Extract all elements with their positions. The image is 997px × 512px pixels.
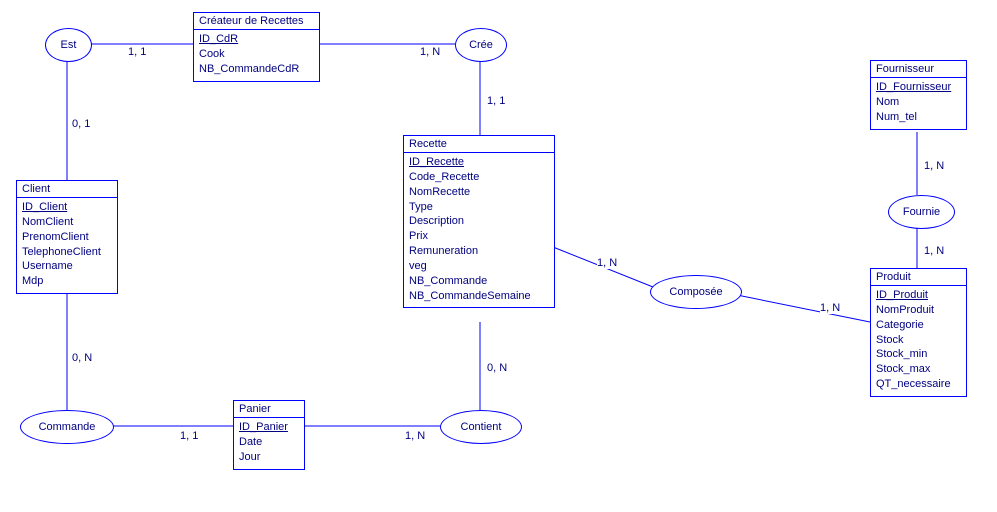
entity-attribute: NomProduit <box>876 303 961 318</box>
entity-body: ID_FournisseurNomNum_tel <box>871 78 966 129</box>
cardinality-label: 1, 1 <box>487 95 505 107</box>
relation-commande: Commande <box>20 410 114 444</box>
relation-label: Commande <box>39 421 96 433</box>
entity-attribute: veg <box>409 259 549 274</box>
erd-canvas: 1, 1 0, 1 1, N 1, 1 0, N 1, 1 1, N 0, N 1, N 1, N… <box>0 0 997 512</box>
entity-attribute: Stock <box>876 333 961 348</box>
entity-title: Créateur de Recettes <box>194 13 319 30</box>
relation-label: Contient <box>461 421 502 433</box>
entity-attribute: Nom <box>876 95 961 110</box>
cardinality-label: 1, N <box>420 46 440 58</box>
entity-attribute: Mdp <box>22 274 112 289</box>
cardinality-label: 1, 1 <box>128 46 146 58</box>
entity-body: ID_CdRCookNB_CommandeCdR <box>194 30 319 81</box>
entity-produit: ProduitID_ProduitNomProduitCategorieStoc… <box>870 268 967 397</box>
entity-attribute: Stock_min <box>876 347 961 362</box>
relation-est: Est <box>45 28 92 62</box>
relation-label: Crée <box>469 39 493 51</box>
entity-attribute: Cook <box>199 47 314 62</box>
entity-attribute: NB_Commande <box>409 274 549 289</box>
relation-composee: Composée <box>650 275 742 309</box>
cardinality-label: 1, N <box>597 257 617 269</box>
cardinality-label: 0, 1 <box>72 118 90 130</box>
entity-attribute: Remuneration <box>409 244 549 259</box>
entity-attribute: Username <box>22 259 112 274</box>
entity-client: ClientID_ClientNomClientPrenomClientTele… <box>16 180 118 294</box>
entity-body: ID_ProduitNomProduitCategorieStockStock_… <box>871 286 966 396</box>
entity-attribute: ID_Recette <box>409 155 549 170</box>
entity-title: Produit <box>871 269 966 286</box>
entity-panier: PanierID_PanierDateJour <box>233 400 305 470</box>
relation-fournie: Fournie <box>888 195 955 229</box>
cardinality-label: 1, N <box>924 245 944 257</box>
entity-attribute: ID_CdR <box>199 32 314 47</box>
entity-attribute: PrenomClient <box>22 230 112 245</box>
entity-attribute: Stock_max <box>876 362 961 377</box>
entity-attribute: Prix <box>409 229 549 244</box>
entity-attribute: Type <box>409 200 549 215</box>
cardinality-label: 0, N <box>487 362 507 374</box>
entity-attribute: Code_Recette <box>409 170 549 185</box>
entity-attribute: ID_Fournisseur <box>876 80 961 95</box>
entity-title: Client <box>17 181 117 198</box>
entity-attribute: Jour <box>239 450 299 465</box>
relation-contient: Contient <box>440 410 522 444</box>
entity-attribute: Categorie <box>876 318 961 333</box>
relation-cree: Crée <box>455 28 507 62</box>
entity-title: Panier <box>234 401 304 418</box>
entity-body: ID_ClientNomClientPrenomClientTelephoneC… <box>17 198 117 293</box>
entity-body: ID_RecetteCode_RecetteNomRecetteTypeDesc… <box>404 153 554 307</box>
entity-attribute: ID_Client <box>22 200 112 215</box>
cardinality-label: 0, N <box>72 352 92 364</box>
entity-attribute: Num_tel <box>876 110 961 125</box>
cardinality-label: 1, N <box>405 430 425 442</box>
entity-title: Fournisseur <box>871 61 966 78</box>
entity-attribute: Date <box>239 435 299 450</box>
entity-body: ID_PanierDateJour <box>234 418 304 469</box>
cardinality-label: 1, 1 <box>180 430 198 442</box>
entity-title: Recette <box>404 136 554 153</box>
entity-attribute: Description <box>409 214 549 229</box>
entity-fournisseur: FournisseurID_FournisseurNomNum_tel <box>870 60 967 130</box>
entity-attribute: NB_CommandeCdR <box>199 62 314 77</box>
entity-attribute: ID_Produit <box>876 288 961 303</box>
entity-attribute: NomClient <box>22 215 112 230</box>
entity-recette: RecetteID_RecetteCode_RecetteNomRecetteT… <box>403 135 555 308</box>
relation-label: Est <box>61 39 77 51</box>
entity-createur: Créateur de RecettesID_CdRCookNB_Command… <box>193 12 320 82</box>
cardinality-label: 1, N <box>924 160 944 172</box>
relation-label: Composée <box>669 286 722 298</box>
entity-attribute: QT_necessaire <box>876 377 961 392</box>
entity-attribute: NomRecette <box>409 185 549 200</box>
cardinality-label: 1, N <box>820 302 840 314</box>
entity-attribute: ID_Panier <box>239 420 299 435</box>
relation-label: Fournie <box>903 206 940 218</box>
entity-attribute: NB_CommandeSemaine <box>409 289 549 304</box>
entity-attribute: TelephoneClient <box>22 245 112 260</box>
